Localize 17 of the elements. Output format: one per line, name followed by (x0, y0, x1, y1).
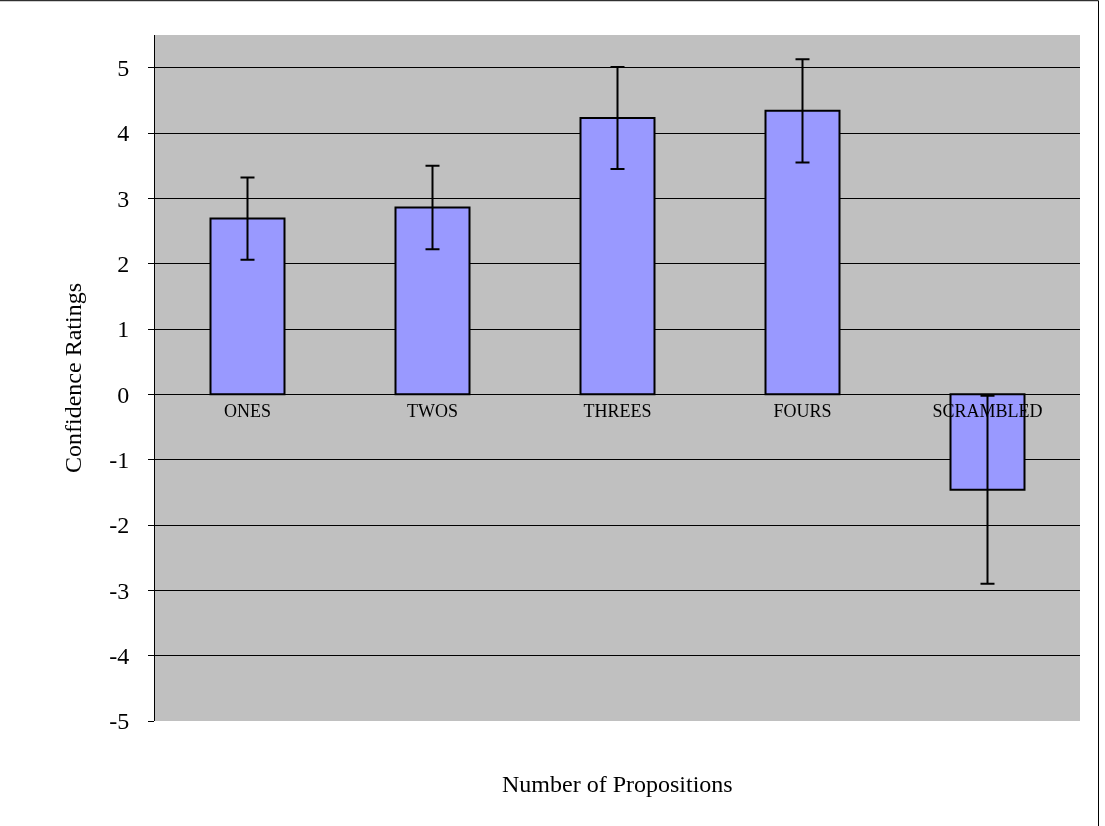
y-tick-label: -3 (109, 577, 130, 604)
y-tick-label: 0 (117, 381, 130, 408)
y-axis-title: Confidence Ratings (60, 283, 87, 473)
x-axis-title: Number of Propositions (502, 771, 733, 797)
x-tick-label: ONES (223, 400, 272, 421)
y-tick-label: -5 (109, 708, 130, 735)
x-tick-label: TWOS (407, 400, 458, 421)
y-tick-label: 5 (117, 55, 130, 82)
x-tick-label: THREES (583, 400, 652, 421)
x-tick-label: FOURS (773, 400, 832, 421)
y-tick-label: -4 (109, 643, 130, 670)
y-tick-label: 4 (117, 120, 130, 147)
y-tick-label: 3 (117, 185, 130, 212)
y-tick-label: -2 (109, 512, 130, 539)
y-tick-label: 2 (117, 251, 130, 278)
y-tick-label: -1 (109, 447, 130, 474)
y-tick-label: 1 (117, 316, 130, 343)
